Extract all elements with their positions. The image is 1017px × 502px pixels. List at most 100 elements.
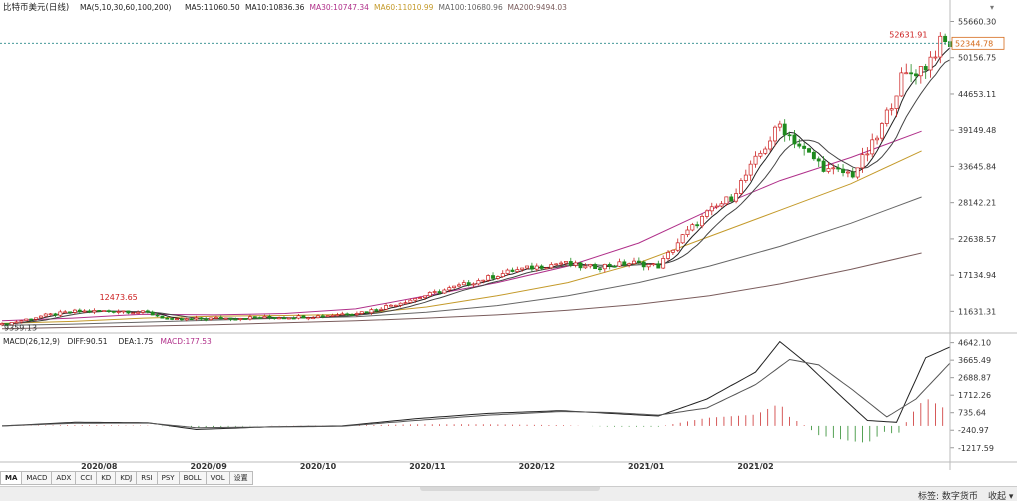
x-tick-label: 2020/12 — [519, 462, 555, 470]
candle-body — [359, 311, 364, 314]
candle-body — [568, 261, 573, 266]
candle-body — [491, 275, 495, 279]
candle-body — [102, 310, 107, 312]
candle-body — [807, 148, 811, 153]
candle-body — [43, 313, 48, 317]
candle-body — [860, 154, 865, 169]
current-price-box — [951, 36, 1005, 50]
candle-body — [792, 134, 797, 145]
candle-body — [777, 123, 782, 128]
candle-body — [865, 153, 870, 156]
y-tick-label: 11631.31 — [958, 307, 996, 316]
candle-body — [709, 206, 714, 212]
candle-body — [24, 318, 29, 321]
candle-body — [330, 315, 335, 317]
candle-body — [525, 265, 529, 269]
candle-body — [364, 311, 369, 314]
y-tick-label: 17134.94 — [958, 271, 996, 280]
candle-body — [432, 291, 437, 293]
collapse-button[interactable]: 收起 ▾ — [988, 492, 1014, 502]
tab-cci[interactable]: CCI — [76, 471, 98, 485]
candle-body — [107, 310, 111, 312]
x-tick-label: 2021/02 — [737, 462, 773, 470]
candle-body — [306, 317, 311, 320]
candle-body — [495, 276, 500, 279]
resize-handle[interactable] — [420, 487, 600, 491]
candle-body — [554, 263, 559, 266]
candle-body — [782, 123, 787, 136]
tab-adx[interactable]: ADX — [52, 471, 77, 485]
ma-line-ma200 — [1, 252, 922, 330]
candle-body — [77, 309, 82, 313]
candle-body — [486, 275, 491, 281]
candle-body — [836, 167, 841, 170]
candle-body — [700, 216, 705, 227]
candle-body — [719, 203, 724, 207]
tab-kdj[interactable]: KDJ — [116, 471, 138, 485]
candle-body — [9, 322, 14, 326]
candle-body — [894, 95, 899, 109]
candle-body — [131, 312, 136, 315]
candle-body — [165, 317, 170, 320]
macd-legend-item: DEA:1.75 — [119, 337, 154, 346]
x-tick-label: 2021/01 — [628, 462, 665, 470]
candle-body — [72, 309, 77, 313]
candle-body — [340, 313, 345, 316]
candle-body — [398, 302, 403, 306]
y-tick-label: 50156.75 — [958, 54, 996, 63]
candle-body — [889, 108, 894, 111]
local-high-annotation: 12473.65 — [100, 293, 138, 302]
tab-ma[interactable]: MA — [0, 471, 23, 485]
y-tick-label: 44653.11 — [958, 90, 996, 99]
candle-body — [544, 267, 549, 270]
candle-body — [277, 317, 282, 320]
candle-body — [529, 265, 534, 270]
candle-body — [121, 310, 126, 313]
tag-label: 标签: 数字货币 — [918, 492, 978, 502]
candle-body — [145, 310, 150, 313]
tab-kd[interactable]: KD — [97, 471, 117, 485]
candle-body — [136, 312, 141, 314]
candle-body — [515, 269, 520, 272]
tab-boll[interactable]: BOLL — [179, 471, 207, 485]
candle-body — [14, 321, 19, 324]
footer-bar: 标签: 数字货币 收起 ▾ — [0, 486, 1017, 502]
tab-macd[interactable]: MACD — [22, 471, 53, 485]
tab-settings[interactable]: 设置 — [229, 471, 253, 485]
candle-body — [4, 323, 9, 326]
candle-body — [534, 265, 539, 270]
candle-body — [481, 279, 486, 282]
candle-body — [286, 317, 291, 320]
x-tick-label: 2020/09 — [190, 462, 227, 470]
candle-body — [452, 285, 457, 289]
candle-body — [437, 291, 442, 294]
tab-rsi[interactable]: RSI — [137, 471, 158, 485]
candle-body — [598, 268, 602, 271]
tab-psy[interactable]: PSY — [157, 471, 180, 485]
candle-body — [739, 180, 743, 194]
dropdown-icon[interactable]: ▾ — [990, 3, 994, 12]
y-tick-label: 28142.21 — [958, 199, 996, 208]
candle-body — [316, 315, 320, 319]
ma-legend-item: MA100:10680.96 — [439, 3, 503, 12]
candle-body — [116, 311, 121, 313]
candle-body — [126, 310, 131, 314]
candle-body — [539, 265, 544, 269]
chart-title: 比特币美元(日线) — [3, 2, 69, 13]
candle-body — [155, 314, 160, 317]
candle-body — [918, 66, 923, 77]
candle-body — [811, 151, 816, 160]
candle-body — [175, 318, 179, 320]
candle-body — [943, 35, 948, 42]
candle-body — [160, 315, 165, 319]
macd-dea-line — [1, 358, 951, 429]
candle-body — [0, 323, 4, 326]
macd-y-tick-label: 2688.87 — [958, 374, 991, 383]
low-annotation: 9359.13 — [4, 323, 37, 332]
candle-body — [58, 311, 63, 316]
candle-body — [588, 264, 593, 267]
candle-body — [461, 282, 466, 286]
ma-legend-item: MA5:11060.50 — [185, 3, 240, 12]
tab-vol[interactable]: VOL — [206, 471, 230, 485]
candle-body — [213, 317, 218, 319]
